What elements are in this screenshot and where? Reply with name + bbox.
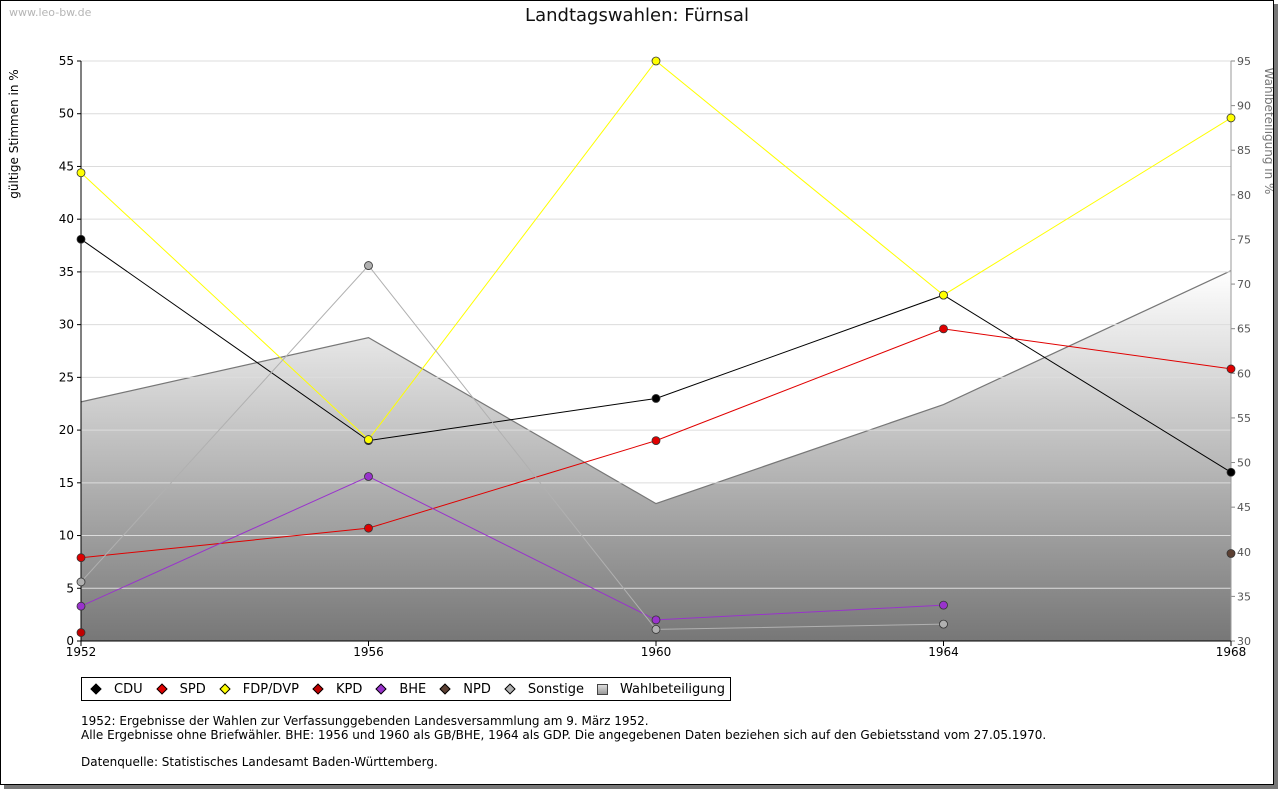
data-point-sonstige [364, 261, 373, 270]
data-point-fdp-dvp [76, 168, 86, 178]
y2-tick-label: 65 [1237, 323, 1251, 336]
y-tick-label: 30 [59, 318, 74, 332]
y2-axis-label: Wahlbeteiligung in % [1262, 68, 1273, 195]
data-point-bhe [651, 615, 661, 625]
y-tick-label: 50 [59, 107, 74, 121]
data-point-spd [76, 553, 86, 563]
y-tick-label: 5 [66, 581, 74, 595]
axis-layer [77, 60, 1235, 646]
legend-label: SPD [179, 681, 206, 697]
data-point-cdu [1226, 467, 1236, 477]
legend-label: CDU [114, 681, 143, 697]
y-tick-label: 55 [59, 54, 74, 68]
y2-tick-label: 50 [1237, 457, 1251, 470]
legend-label: FDP/DVP [242, 681, 299, 697]
data-point-fdp-dvp [939, 290, 948, 300]
data-point-sonstige [939, 619, 948, 629]
footnote-general: Alle Ergebnisse ohne Briefwähler. BHE: 1… [81, 728, 1047, 742]
y2-tick-label: 95 [1237, 55, 1251, 68]
legend-label: Sonstige [527, 681, 585, 697]
chart-title: Landtagswahlen: Fürnsal [525, 5, 749, 26]
series-line-bhe [80, 475, 944, 621]
legend-label: NPD [463, 681, 491, 697]
legend-item-kpd: KPD [312, 682, 362, 697]
data-point-spd [1226, 364, 1236, 374]
legend-square-icon [597, 683, 609, 695]
y2-tick-label: 60 [1237, 367, 1251, 380]
data-point-bhe [939, 600, 948, 610]
legend-diamond-icon [312, 683, 324, 695]
x-tick-label: 1968 [1216, 645, 1247, 659]
legend-diamond-icon [439, 683, 451, 695]
legend-item-bhe: BHE [375, 682, 426, 697]
y-tick-label: 0 [66, 634, 74, 648]
legend: CDU SPD FDP/DVP KPD BHE NPD Sonstige Wahlbeteil… [81, 677, 732, 701]
data-point-fdp-dvp [364, 435, 373, 444]
data-point-spd [651, 436, 661, 446]
legend-item-npd: NPD [439, 682, 491, 697]
y2-tick-label: 55 [1237, 412, 1251, 425]
legend-diamond-icon [375, 683, 387, 695]
y2-tick-label: 40 [1237, 546, 1251, 559]
y-tick-label: 35 [59, 265, 74, 279]
x-tick-label: 1956 [353, 645, 384, 659]
data-point-spd [364, 523, 373, 533]
y-tick-label: 20 [59, 423, 74, 437]
legend-item-fdp-dvp: FDP/DVP [219, 682, 299, 697]
data-point-spd [939, 324, 948, 334]
data-point-npd [1226, 549, 1236, 558]
legend-item-spd: SPD [155, 681, 206, 697]
legend-label: Wahlbeteiligung [620, 681, 726, 697]
y-tick-label: 40 [59, 212, 74, 226]
turnout-area-outline [80, 270, 1232, 505]
y2-tick-label: 35 [1237, 590, 1251, 603]
turnout-area-layer [80, 270, 1232, 641]
y-tick-label: 10 [59, 529, 74, 543]
grid-layer [81, 60, 1231, 589]
footnote-1952: 1952: Ergebnisse der Wahlen zur Verfassu… [81, 714, 649, 728]
legend-item-cdu: CDU [90, 682, 143, 697]
y-axis-label: gültige Stimmen in % [7, 69, 21, 198]
data-point-sonstige [76, 577, 86, 587]
legend-diamond-icon [219, 683, 231, 695]
footnotes: 1952: Ergebnisse der Wahlen zur Verfassu… [81, 714, 1046, 769]
legend-diamond-icon [504, 683, 516, 695]
axis-label-layer: 0 5 10 15 20 25 30 35 40 45 50 55 30 35 40 45 50 55 60 65 70… [7, 54, 1273, 659]
data-point-sonstige [651, 625, 661, 634]
y-tick-label: 15 [59, 476, 74, 490]
y2-tick-label: 90 [1237, 100, 1251, 113]
watermark: www.leo-bw.de [9, 6, 92, 19]
turnout-area [81, 270, 1231, 641]
y-tick-label: 25 [59, 370, 74, 384]
y2-tick-label: 75 [1237, 233, 1251, 246]
y2-tick-label: 45 [1237, 501, 1251, 514]
x-tick-label: 1952 [66, 645, 97, 659]
legend-label: BHE [399, 681, 427, 697]
data-point-fdp-dvp [1226, 113, 1236, 123]
legend-item-sonstige: Sonstige [504, 682, 584, 697]
data-point-bhe [76, 601, 86, 611]
legend-item-wahlbeteiligung: Wahlbeteiligung [597, 682, 725, 697]
data-point-cdu [651, 394, 661, 403]
y2-tick-label: 80 [1237, 189, 1251, 202]
data-point-cdu [76, 234, 86, 244]
data-point-fdp-dvp [651, 56, 661, 66]
legend-diamond-icon [155, 683, 168, 695]
data-source: Datenquelle: Statistisches Landesamt Bad… [81, 755, 438, 769]
legend-diamond-icon [90, 683, 102, 695]
series-marker-layer [76, 56, 1236, 637]
x-tick-label: 1964 [928, 645, 959, 659]
y2-tick-label: 30 [1237, 635, 1251, 648]
data-point-bhe [364, 472, 373, 481]
y2-tick-label: 70 [1237, 278, 1251, 291]
data-point-kpd [76, 628, 86, 637]
x-tick-label: 1960 [641, 645, 672, 659]
legend-label: KPD [335, 681, 363, 697]
y-tick-label: 45 [59, 159, 74, 173]
series-line-sonstige [80, 264, 944, 630]
y2-tick-label: 85 [1237, 144, 1251, 157]
